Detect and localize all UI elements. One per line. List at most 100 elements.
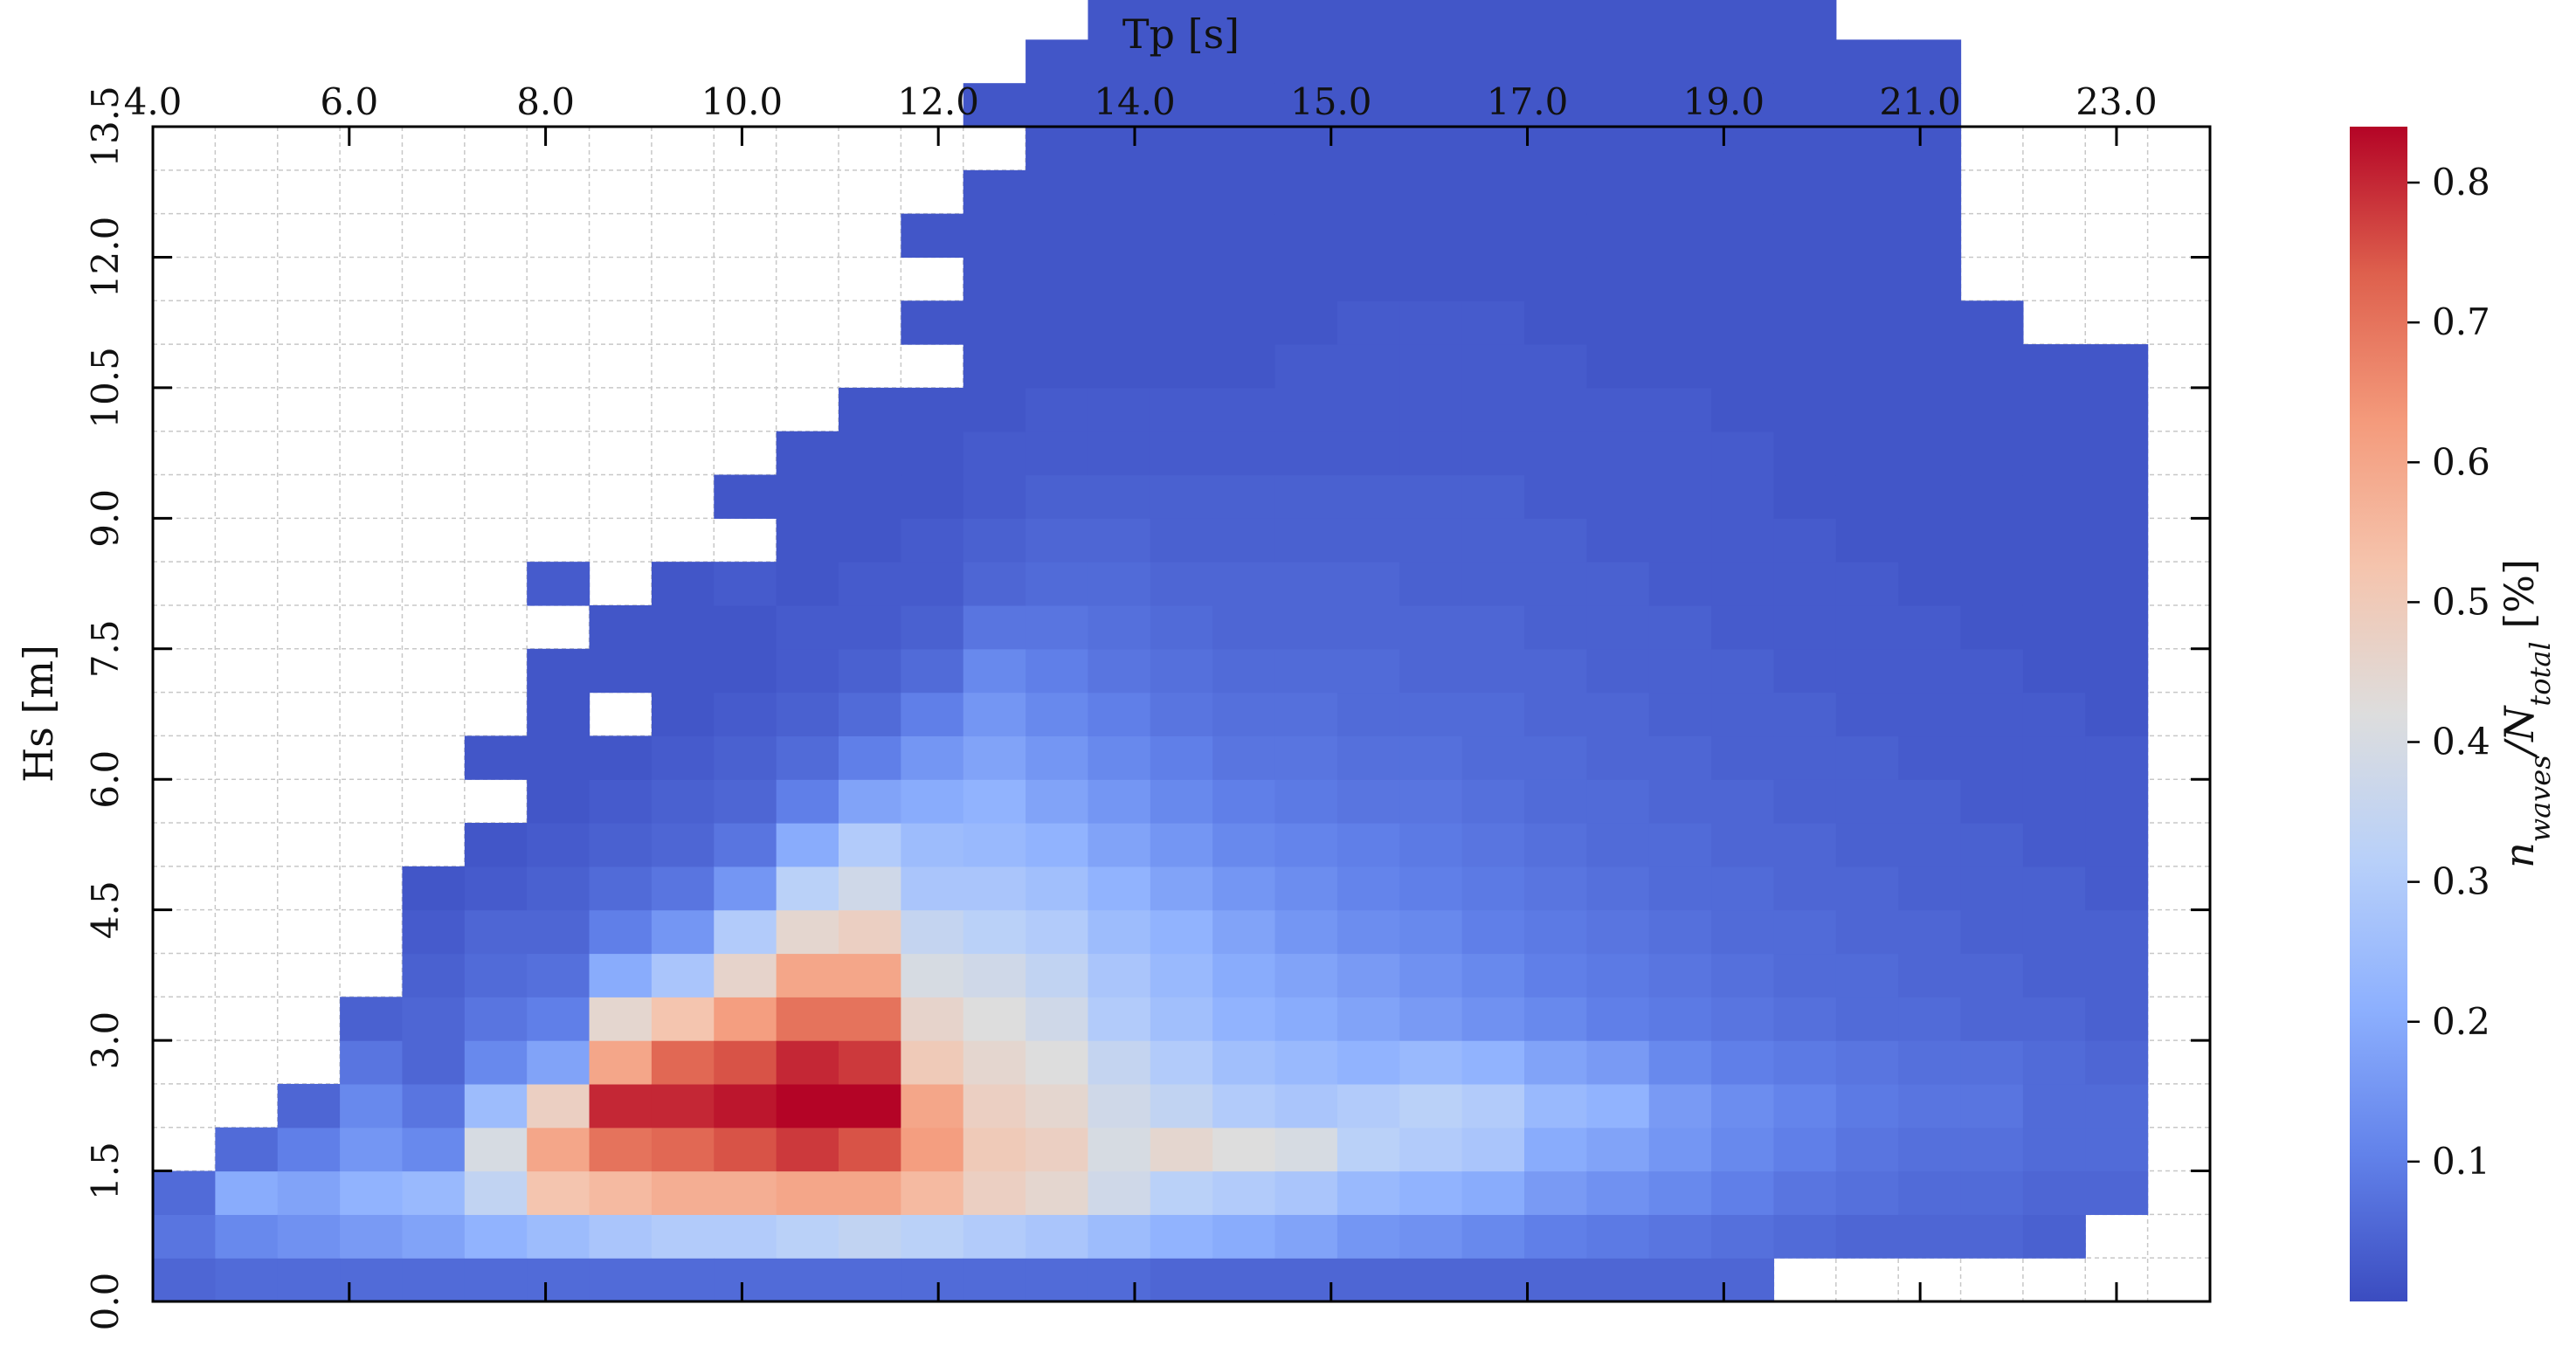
heatmap-cell (1524, 692, 1587, 737)
heatmap-cell (1274, 997, 1338, 1041)
heatmap-cell (651, 909, 715, 955)
heatmap-cell (589, 735, 653, 780)
heatmap-cell (1773, 997, 1837, 1041)
heatmap-cell (1835, 562, 1899, 606)
heatmap-cell (215, 1170, 279, 1215)
heatmap-cell (651, 953, 715, 997)
heatmap-cell (1212, 779, 1276, 824)
heatmap-cell (1212, 562, 1276, 606)
heatmap-cell (901, 562, 964, 606)
heatmap-cell (1586, 344, 1650, 389)
heatmap-cell (464, 1040, 528, 1085)
heatmap-cell (1835, 83, 1899, 128)
heatmap-cell (1524, 213, 1587, 259)
heatmap-cell (901, 953, 964, 997)
heatmap-cell (963, 83, 1026, 128)
heatmap-cell (1648, 953, 1712, 997)
heatmap-cell (527, 1170, 590, 1215)
heatmap-cell (215, 1258, 279, 1302)
heatmap-cell (1586, 1170, 1650, 1215)
heatmap-cell (2085, 953, 2149, 997)
heatmap-cell (464, 1170, 528, 1215)
heatmap-cell (1524, 169, 1587, 215)
heatmap-cell (776, 1170, 839, 1215)
heatmap-cell (714, 953, 777, 997)
heatmap-cell (402, 1127, 466, 1172)
heatmap-cell (1960, 997, 2024, 1041)
heatmap-cell (1088, 39, 1151, 84)
heatmap-cell (1212, 692, 1276, 737)
heatmap-cell (1088, 997, 1151, 1041)
heatmap-cell (1336, 779, 1400, 824)
heatmap-cell (651, 997, 715, 1041)
heatmap-cell (1711, 1258, 1775, 1302)
heatmap-cell (901, 604, 964, 650)
heatmap-cell (1773, 779, 1837, 824)
heatmap-cell (1026, 39, 1089, 84)
heatmap-cell (1088, 1170, 1151, 1215)
heatmap-cell (1648, 562, 1712, 606)
heatmap-cell (1212, 823, 1276, 867)
heatmap-cell (1399, 779, 1463, 824)
heatmap-cell (1274, 823, 1338, 867)
heatmap-cell (839, 1040, 901, 1085)
heatmap-cell (1212, 648, 1276, 694)
heatmap-cell (1399, 344, 1463, 389)
heatmap-cell (1150, 909, 1213, 955)
heatmap-cell (1835, 953, 1899, 997)
heatmap-cell (1711, 39, 1775, 84)
heatmap-cell (2085, 1127, 2149, 1172)
heatmap-cell (527, 909, 590, 955)
heatmap-cell (1150, 1040, 1213, 1085)
heatmap-cell (527, 648, 590, 694)
heatmap-cell (1150, 1258, 1213, 1302)
heatmap-cell (1648, 387, 1712, 432)
heatmap-cell (1773, 953, 1837, 997)
heatmap-cell (1274, 344, 1338, 389)
heatmap-cell (651, 1040, 715, 1085)
colorbar-tick-label: 0.8 (2432, 161, 2490, 204)
heatmap-cell (1835, 648, 1899, 694)
heatmap-cell (1711, 213, 1775, 259)
heatmap-cell (1026, 997, 1089, 1041)
heatmap-cell (2085, 1040, 2149, 1085)
heatmap-cell (1026, 1083, 1089, 1129)
x-tick-label: 21.0 (1879, 80, 1961, 123)
heatmap-cell (1399, 1214, 1463, 1259)
heatmap-cell (1898, 431, 1962, 476)
heatmap-cells (153, 0, 2149, 1302)
heatmap-cell (1524, 648, 1587, 694)
heatmap-cell (1336, 1214, 1400, 1259)
heatmap-cell (1461, 344, 1525, 389)
heatmap-cell (714, 562, 777, 606)
heatmap-cell (589, 997, 653, 1041)
heatmap-cell (1026, 518, 1089, 563)
heatmap-cell (589, 909, 653, 955)
heatmap-cell (1898, 518, 1962, 563)
heatmap-cell (1150, 518, 1213, 563)
heatmap-cell (776, 692, 839, 737)
heatmap-cell (2022, 1083, 2086, 1129)
heatmap-cell (1399, 866, 1463, 911)
heatmap-cell (1336, 1127, 1400, 1172)
heatmap-cell (1648, 604, 1712, 650)
x-tick-label: 19.0 (1683, 80, 1765, 123)
heatmap-cell (1399, 1040, 1463, 1085)
heatmap-cell (776, 518, 839, 563)
heatmap-cell (1150, 692, 1213, 737)
heatmap-cell (1773, 474, 1837, 519)
heatmap-cell (464, 866, 528, 911)
heatmap-cell (963, 1214, 1026, 1259)
heatmap-cell (1461, 823, 1525, 867)
heatmap-cell (1648, 257, 1712, 301)
y-axis-ticks: 0.0 1.5 3.0 4.5 6.0 7.5 9.0 10.5 12.0 13.5 (84, 86, 2210, 1330)
heatmap-cell (1088, 1214, 1151, 1259)
heatmap-cell (464, 1127, 528, 1172)
heatmap-cell (1586, 387, 1650, 432)
heatmap-cell (1648, 1258, 1712, 1302)
heatmap-cell (1026, 648, 1089, 694)
heatmap-cell (589, 1083, 653, 1129)
heatmap-cell (1648, 866, 1712, 911)
heatmap-cell (1835, 344, 1899, 389)
heatmap-cell (1711, 1127, 1775, 1172)
